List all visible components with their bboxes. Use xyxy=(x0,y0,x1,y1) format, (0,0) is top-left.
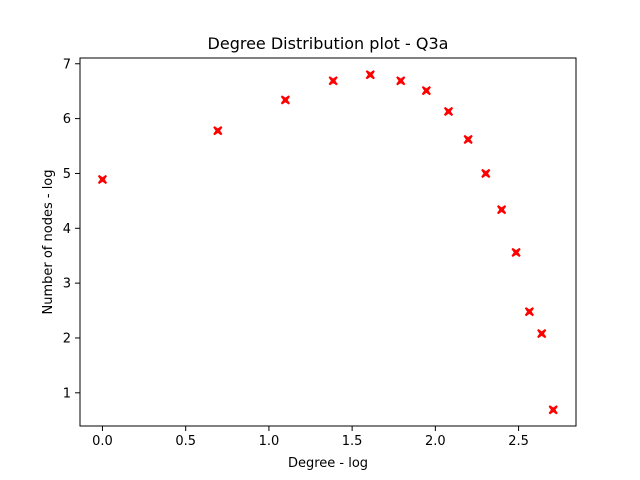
data-point xyxy=(396,76,406,86)
y-tick-label: 5 xyxy=(63,167,71,182)
data-point xyxy=(97,174,107,184)
data-point xyxy=(421,86,431,96)
y-tick-label: 4 xyxy=(63,222,71,237)
data-point xyxy=(497,205,507,215)
y-axis-title: Number of nodes - log xyxy=(41,169,56,314)
data-point xyxy=(537,329,547,339)
x-tick-label: 0.0 xyxy=(92,434,113,449)
y-tick-label: 7 xyxy=(63,57,71,72)
chart-title: Degree Distribution plot - Q3a xyxy=(208,34,449,53)
data-point xyxy=(511,247,521,257)
y-tick-label: 2 xyxy=(63,331,71,346)
data-point xyxy=(524,307,534,317)
data-point xyxy=(548,405,558,415)
data-point xyxy=(328,76,338,86)
data-point xyxy=(481,168,491,178)
y-axis: 1 2 3 4 5 6 7 xyxy=(63,57,80,401)
data-point xyxy=(444,106,454,116)
x-tick-label: 1.5 xyxy=(342,434,363,449)
data-point xyxy=(280,95,290,105)
x-axis: 0.0 0.5 1.0 1.5 2.0 2.5 xyxy=(92,426,529,449)
data-point xyxy=(463,134,473,144)
y-tick-label: 6 xyxy=(63,112,71,127)
data-point xyxy=(213,126,223,136)
x-tick-label: 2.0 xyxy=(425,434,446,449)
x-tick-label: 0.5 xyxy=(175,434,196,449)
y-tick-label: 3 xyxy=(63,277,71,292)
x-axis-title: Degree - log xyxy=(288,456,368,471)
x-tick-label: 2.5 xyxy=(508,434,529,449)
x-tick-label: 1.0 xyxy=(259,434,280,449)
data-point xyxy=(365,70,375,80)
data-points xyxy=(97,70,558,415)
plot-frame xyxy=(79,57,577,427)
y-tick-label: 1 xyxy=(63,386,71,401)
